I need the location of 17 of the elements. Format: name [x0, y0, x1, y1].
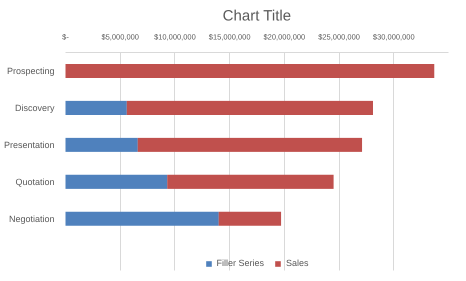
legend-label: Sales: [286, 258, 309, 268]
bar: [66, 100, 127, 115]
bar: [66, 138, 138, 152]
y-tick-label: Quotation: [15, 176, 55, 187]
y-tick-label: Prospecting: [6, 66, 55, 76]
chart-title: Chart Title: [222, 8, 292, 24]
bar: [66, 212, 219, 226]
bar: [66, 174, 168, 189]
bar: [218, 212, 282, 226]
bar: [138, 138, 362, 152]
bar: [66, 64, 434, 78]
y-tick-label: Discovery: [14, 102, 55, 113]
bar: [126, 100, 373, 115]
y-tick-label: Presentation: [4, 140, 55, 150]
bar: [167, 174, 334, 189]
y-tick-label: Negotiation: [8, 214, 55, 224]
legend-label: Filler Series: [216, 258, 264, 268]
